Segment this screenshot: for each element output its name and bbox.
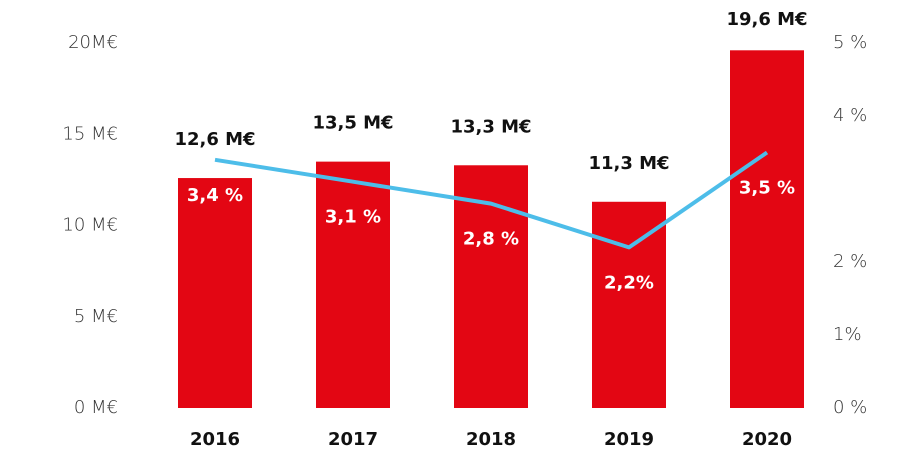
y-tick-label: 10 M€	[62, 215, 118, 236]
bar-value-label: 19,6 M€	[726, 9, 807, 30]
y2-tick-label: 2 %	[833, 251, 867, 272]
line-value-label: 3,5 %	[739, 178, 795, 199]
bar	[592, 201, 666, 408]
x-tick-label: 2020	[742, 429, 792, 450]
y-tick-label: 5 M€	[74, 306, 118, 327]
bar-value-label: 13,3 M€	[450, 116, 531, 137]
x-tick-label: 2018	[466, 429, 516, 450]
y2-tick-label: 5 %	[833, 32, 867, 53]
y2-tick-label: 0 %	[833, 397, 867, 418]
y2-tick-label: 1%	[833, 324, 862, 345]
bar	[316, 161, 390, 408]
bar	[730, 50, 804, 409]
bar	[454, 165, 528, 408]
x-tick-label: 2016	[190, 429, 240, 450]
bar-value-label: 11,3 M€	[588, 153, 669, 174]
y-tick-label: 15 M€	[62, 123, 118, 144]
line-value-label: 3,4 %	[187, 185, 243, 206]
y2-tick-label: 4 %	[833, 105, 867, 126]
line	[214, 150, 769, 250]
bar	[178, 178, 252, 408]
line-value-label: 2,8 %	[463, 229, 519, 250]
x-tick-label: 2017	[328, 429, 378, 450]
bar-value-label: 13,5 M€	[312, 113, 393, 134]
bar-value-label: 12,6 M€	[174, 129, 255, 150]
x-tick-label: 2019	[604, 429, 654, 450]
line-value-label: 2,2%	[604, 272, 654, 293]
y-tick-label: 20M€	[68, 32, 118, 53]
y-tick-label: 0 M€	[74, 397, 118, 418]
line-value-label: 3,1 %	[325, 207, 381, 228]
